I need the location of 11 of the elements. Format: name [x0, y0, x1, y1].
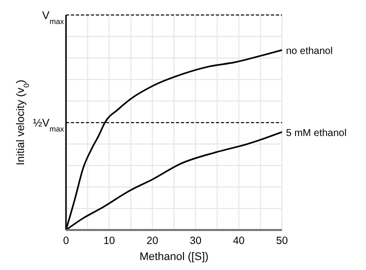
x-axis-title: Methanol ([S]) [139, 251, 209, 263]
ref-line-label: V$_{max}$ [42, 10, 64, 26]
x-tick-label: 40 [232, 235, 245, 247]
series-label: 5 mM ethanol [286, 128, 347, 139]
x-tick-label: 50 [276, 235, 288, 247]
x-tick-label: 10 [103, 235, 116, 247]
x-tick-label: 30 [190, 235, 202, 247]
x-tick-label: 0 [63, 235, 70, 247]
series-label: no ethanol [286, 46, 333, 58]
x-tick-label: 20 [146, 235, 158, 247]
ref-line-label: ½V$_{max}$ [32, 118, 64, 134]
